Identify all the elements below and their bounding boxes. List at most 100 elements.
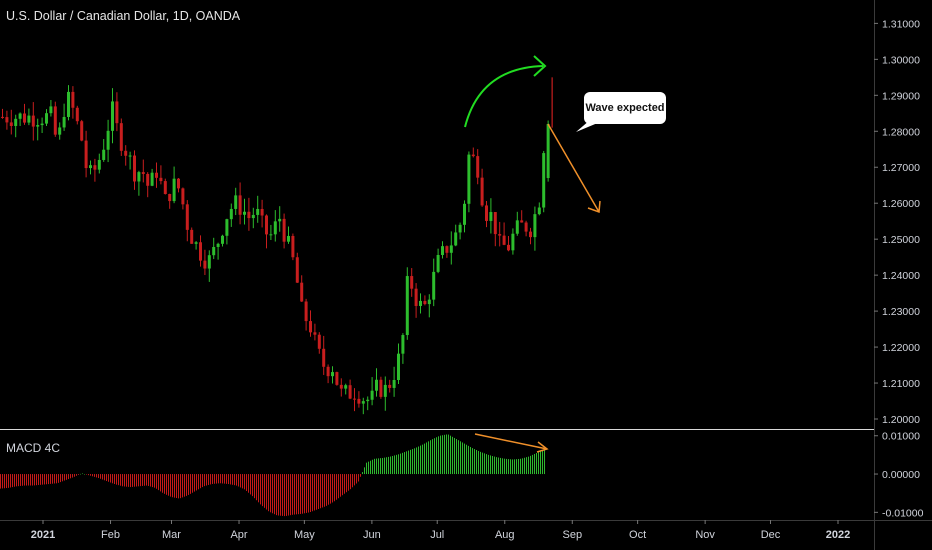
macd-bar bbox=[502, 458, 503, 475]
macd-bar bbox=[6, 474, 7, 489]
candle bbox=[361, 397, 365, 415]
macd-bar bbox=[376, 458, 377, 475]
candle-body bbox=[287, 235, 290, 242]
candle-body bbox=[507, 244, 510, 251]
macd-bar bbox=[8, 474, 9, 488]
macd-bar bbox=[220, 474, 221, 484]
candle bbox=[207, 250, 211, 282]
macd-bar bbox=[216, 474, 217, 484]
macd-bar bbox=[324, 474, 325, 507]
macd-bar bbox=[402, 452, 403, 475]
macd-bar bbox=[130, 474, 131, 488]
macd-bar bbox=[514, 459, 515, 475]
candle bbox=[260, 199, 264, 228]
macd-bar bbox=[400, 453, 401, 475]
candle-body bbox=[295, 257, 299, 283]
macd-bar bbox=[398, 454, 399, 475]
macd-bar bbox=[338, 474, 339, 499]
macd-bar bbox=[244, 474, 245, 490]
candle-body bbox=[260, 208, 264, 216]
candle bbox=[546, 120, 550, 182]
candle-body bbox=[128, 155, 132, 157]
candle-body bbox=[515, 220, 519, 234]
candle bbox=[23, 103, 26, 125]
macd-bar bbox=[120, 474, 121, 486]
macd-bar bbox=[368, 461, 369, 475]
candle-body bbox=[423, 300, 427, 305]
candle-body bbox=[489, 212, 493, 221]
candle-body bbox=[436, 254, 440, 272]
candle bbox=[366, 396, 370, 411]
candle bbox=[238, 182, 242, 225]
macd-arrowhead bbox=[536, 441, 549, 453]
candle bbox=[14, 114, 18, 138]
macd-bar bbox=[314, 474, 315, 511]
macd-bar bbox=[252, 474, 253, 497]
candle bbox=[282, 213, 286, 249]
macd-bar bbox=[412, 449, 413, 475]
macd-bar bbox=[12, 474, 13, 488]
macd-bar bbox=[470, 446, 471, 475]
macd-bar bbox=[262, 474, 263, 507]
candle bbox=[427, 294, 431, 318]
candle bbox=[357, 391, 361, 408]
candle bbox=[397, 343, 400, 384]
price-tick-label: 1.22000 bbox=[882, 342, 920, 354]
macd-bar bbox=[90, 474, 91, 476]
candle bbox=[414, 283, 418, 318]
macd-bar bbox=[192, 474, 193, 493]
candle-body bbox=[71, 91, 75, 108]
candle bbox=[498, 221, 502, 247]
macd-bar bbox=[22, 474, 23, 486]
macd-bar bbox=[250, 474, 251, 495]
macd-bar bbox=[58, 474, 59, 483]
candle-body bbox=[432, 271, 436, 300]
macd-bar bbox=[174, 474, 175, 498]
candle-body bbox=[150, 172, 154, 186]
macd-bar bbox=[72, 474, 73, 478]
candle-body bbox=[445, 246, 449, 253]
candle-body bbox=[234, 195, 238, 209]
candle bbox=[269, 224, 273, 241]
candle-body bbox=[414, 288, 418, 306]
macd-bar bbox=[182, 474, 183, 498]
macd-bar bbox=[188, 474, 189, 495]
candle-body bbox=[370, 390, 374, 400]
macd-bar bbox=[346, 474, 347, 493]
candle-body bbox=[14, 118, 18, 126]
macd-bar bbox=[474, 449, 475, 475]
price-tick-label: 1.25000 bbox=[882, 234, 920, 246]
macd-bar bbox=[226, 474, 227, 484]
macd-bar bbox=[360, 474, 361, 477]
price-tick-label: 1.24000 bbox=[882, 270, 920, 282]
candle-body bbox=[243, 211, 246, 215]
candle-body bbox=[410, 276, 414, 289]
candle bbox=[247, 197, 251, 231]
candle bbox=[80, 119, 84, 142]
macd-bar bbox=[344, 474, 345, 494]
candle bbox=[405, 267, 409, 340]
macd-bar bbox=[172, 474, 173, 498]
candle-body bbox=[304, 301, 308, 322]
macd-bar bbox=[52, 474, 53, 484]
macd-bar bbox=[464, 443, 465, 475]
macd-bar bbox=[304, 474, 305, 514]
candle-body bbox=[84, 140, 88, 169]
candle-body bbox=[146, 173, 150, 186]
macd-bar bbox=[404, 452, 405, 475]
candle-body bbox=[449, 245, 453, 253]
time-tick-label: Oct bbox=[629, 529, 646, 541]
candle-body bbox=[40, 123, 44, 126]
macd-bar bbox=[222, 474, 223, 484]
macd-bar bbox=[282, 474, 283, 516]
macd-bar bbox=[258, 474, 259, 503]
candle-body bbox=[212, 246, 216, 256]
candle-body bbox=[317, 334, 321, 349]
macd-bar bbox=[254, 474, 255, 499]
macd-bar bbox=[106, 474, 107, 482]
candle bbox=[251, 207, 255, 229]
macd-bar bbox=[370, 460, 371, 475]
candle bbox=[441, 241, 444, 259]
candle-body bbox=[18, 113, 22, 119]
